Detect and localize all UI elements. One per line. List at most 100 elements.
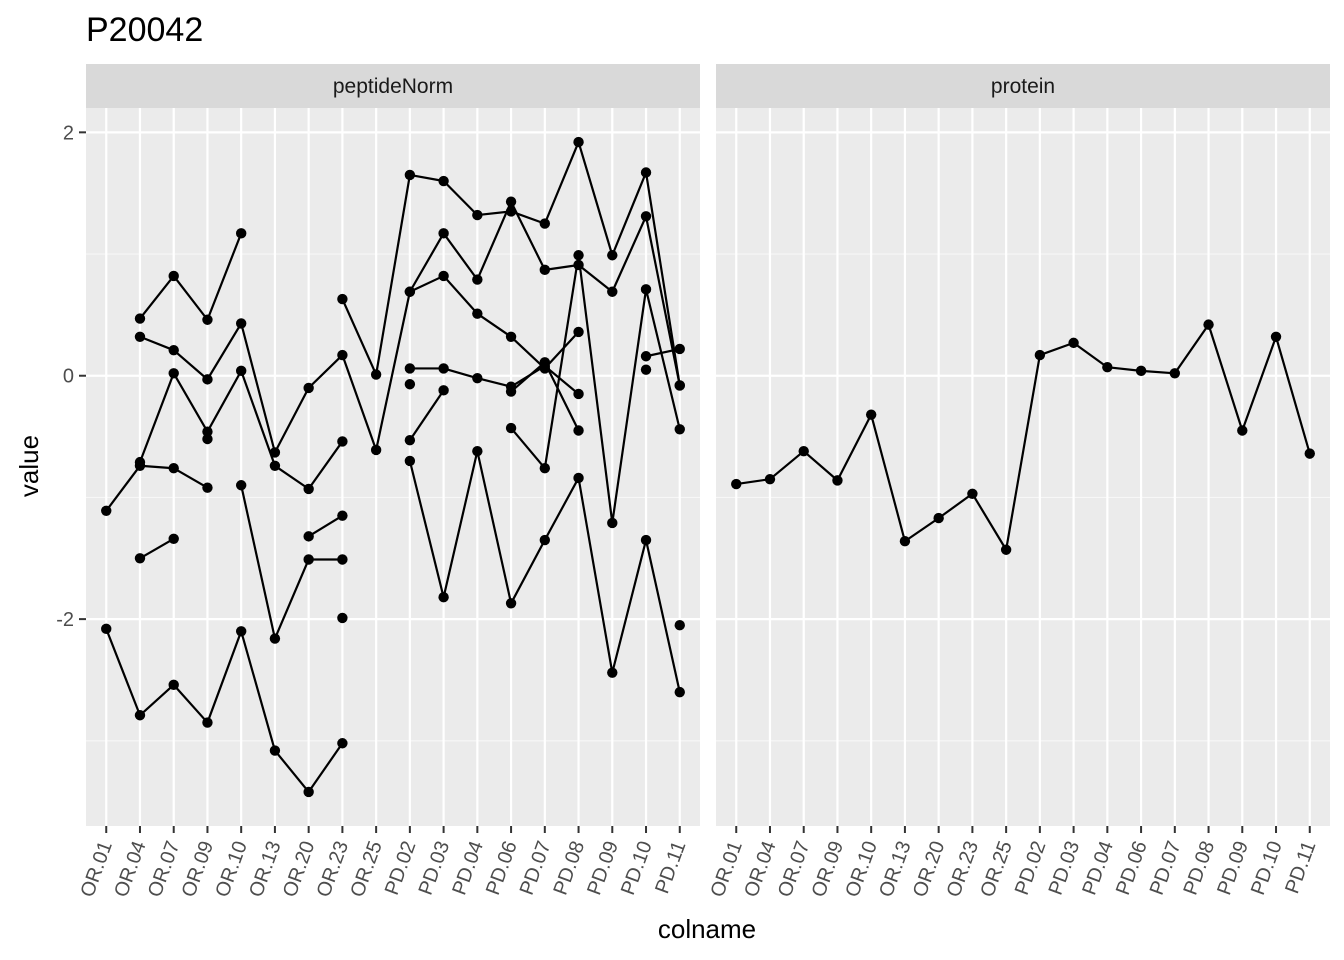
data-point (370, 444, 382, 456)
data-point (505, 331, 517, 342)
data-point (168, 368, 179, 379)
data-point (674, 380, 685, 391)
data-point (505, 196, 517, 207)
series-5 (134, 480, 348, 644)
facet-panels: peptideNorm OR.01OR.04OR.07OR.09OR.10OR.1… (76, 64, 1330, 900)
data-point (168, 270, 179, 282)
series-line (139, 232, 243, 321)
data-point (573, 472, 584, 484)
data-point (472, 274, 483, 285)
series-line (409, 274, 580, 370)
data-point (134, 313, 146, 324)
data-point (404, 169, 416, 181)
data-point (865, 409, 877, 420)
data-point (832, 475, 843, 486)
data-point (168, 463, 179, 474)
data-point (202, 426, 213, 437)
data-point (337, 510, 348, 521)
data-point (404, 379, 416, 390)
data-point (303, 483, 314, 495)
y-tick-label: 0 (63, 366, 74, 388)
series-10 (505, 250, 685, 529)
data-point (472, 372, 483, 384)
data-point (438, 175, 449, 187)
data-point (134, 710, 146, 721)
major-gridlines (86, 108, 700, 826)
data-point (1102, 362, 1113, 373)
data-point (1135, 365, 1147, 377)
major-gridlines (716, 108, 1330, 826)
data-point (573, 136, 584, 148)
data-point (269, 745, 281, 756)
series-line (139, 537, 175, 560)
facet-panel-protein: protein OR.01OR.04OR.07OR.09OR.10OR.13OR.… (706, 64, 1330, 900)
series-8 (337, 136, 685, 391)
data-point (303, 786, 314, 798)
data-point (404, 455, 416, 467)
data-point (303, 554, 314, 565)
chart-title: P20042 (86, 11, 203, 49)
data-point (101, 623, 112, 635)
series-line (105, 464, 209, 512)
data-point (235, 228, 247, 239)
data-point (269, 460, 281, 471)
data-point (438, 228, 449, 239)
series-11 (337, 379, 685, 631)
data-point (235, 480, 247, 491)
data-point (539, 218, 551, 229)
data-point (674, 343, 685, 355)
data-point (573, 250, 584, 261)
minor-gridlines (86, 253, 700, 742)
series-1 (134, 228, 584, 400)
series-line (736, 323, 1311, 551)
data-point (1169, 368, 1181, 379)
y-axis: 2 0 -2 (56, 122, 86, 631)
minor-gridlines (716, 253, 1330, 742)
series-line (240, 485, 343, 640)
data-point (438, 385, 449, 396)
data-point (899, 536, 911, 547)
data-point (505, 386, 517, 397)
data-point (674, 686, 685, 698)
data-point (674, 424, 685, 435)
data-point (168, 533, 179, 544)
data-point (1068, 337, 1079, 349)
x-axis-title: colname (658, 914, 756, 944)
data-point (607, 286, 618, 297)
series-4 (101, 270, 652, 517)
series-line (105, 628, 344, 794)
data-point (573, 425, 584, 436)
data-point (505, 422, 517, 434)
data-point (168, 344, 179, 356)
series-7 (202, 433, 348, 542)
data-point (640, 167, 652, 178)
data-point (370, 369, 382, 380)
data-point (731, 478, 742, 490)
data-point (1237, 425, 1248, 436)
data-point (269, 633, 281, 644)
data-point (202, 717, 213, 728)
data-point (1000, 544, 1012, 555)
data-point (438, 270, 449, 282)
y-tick-label: -2 (56, 609, 74, 631)
panel-background (86, 108, 700, 826)
data-point (1203, 319, 1214, 330)
data-point (337, 554, 348, 565)
data-point (674, 620, 685, 631)
data-point (404, 363, 416, 374)
data-point (798, 445, 809, 457)
data-point (539, 463, 551, 474)
data-point (337, 436, 348, 447)
data-point (640, 534, 652, 546)
data-point (438, 363, 449, 374)
data-point (640, 364, 652, 375)
data-point (134, 460, 146, 471)
series-6 (101, 623, 348, 798)
data-point (1304, 448, 1315, 459)
data-point (337, 349, 348, 361)
data-point (472, 209, 483, 221)
series-line (308, 514, 343, 538)
series-2 (134, 196, 685, 458)
strip-label-protein: protein (991, 75, 1055, 98)
